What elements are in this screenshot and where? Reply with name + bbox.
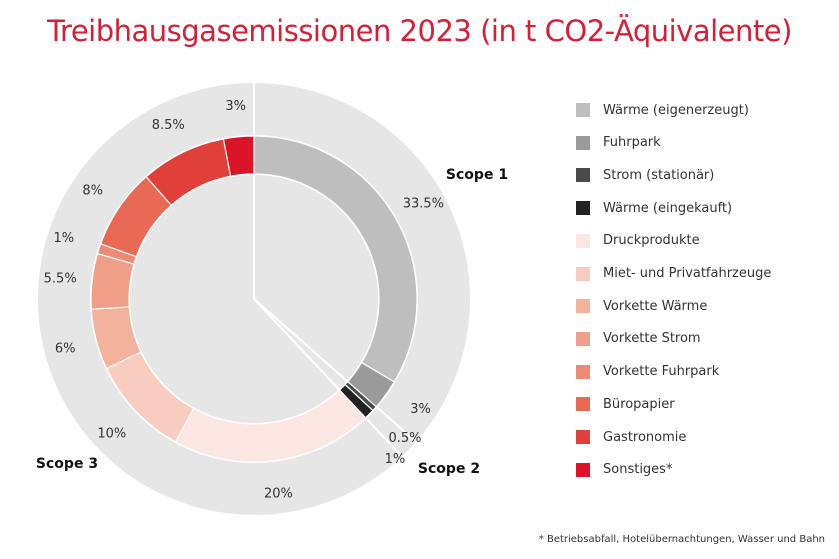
- legend-item-waerme-eingekauft: Wärme (eingekauft): [576, 198, 732, 218]
- data-label-waerme-eingekauft: 1%: [385, 452, 406, 467]
- legend-swatch: [576, 462, 590, 477]
- data-label-vorkette-waerme: 6%: [55, 341, 76, 356]
- legend-label: Strom (stationär): [603, 167, 715, 183]
- legend-item-strom-stationaer: Strom (stationär): [576, 165, 714, 185]
- scope-label-scope-1: Scope 1: [446, 167, 508, 183]
- legend-item-bueropapier: Büropapier: [576, 394, 675, 414]
- scope-label-scope-3: Scope 3: [36, 456, 98, 472]
- legend-label: Gastronomie: [603, 429, 687, 445]
- legend-item-sonstiges: Sonstiges*: [576, 460, 672, 480]
- labels-layer: 33.5% 3% 0.5% 1% 20% 10% 6% 5.5% 1% 8% 8.5% 3% Scope…: [36, 99, 508, 502]
- legend-label: Druckprodukte: [603, 233, 700, 249]
- legend-swatch: [576, 266, 590, 281]
- legend-label: Büropapier: [603, 396, 675, 412]
- legend-item-druckprodukte: Druckprodukte: [576, 231, 700, 251]
- data-label-druckprodukte: 20%: [264, 486, 293, 501]
- legend-label: Miet- und Privatfahrzeuge: [603, 266, 772, 281]
- legend-label: Vorkette Fuhrpark: [603, 364, 720, 380]
- legend-label: Vorkette Strom: [603, 331, 701, 347]
- data-label-vorkette-fuhrpark: 1%: [53, 231, 74, 246]
- legend-swatch: [576, 168, 590, 183]
- legend-swatch: [576, 364, 590, 379]
- legend-item-vorkette-waerme: Vorkette Wärme: [576, 296, 707, 316]
- legend-label: Vorkette Wärme: [603, 298, 708, 314]
- legend-swatch: [576, 201, 590, 216]
- legend-swatch: [576, 103, 590, 117]
- legend-item-miet-und-privatfahrzeuge: Miet- und Privatfahrzeuge: [576, 264, 771, 284]
- legend-swatch: [576, 331, 590, 346]
- data-label-waerme-eigenerzeugt: 33.5%: [403, 196, 444, 211]
- legend-swatch: [576, 299, 590, 314]
- slice-sonstiges: [222, 135, 255, 177]
- legend-label: Fuhrpark: [603, 135, 661, 151]
- footnote: * Betriebsabfall, Hotelübernachtungen, W…: [538, 534, 825, 545]
- chart-title: Treibhausgasemissionen 2023 (in t CO2-Äq…: [47, 14, 792, 48]
- data-label-fuhrpark: 3%: [410, 402, 431, 417]
- inner-ring-layer: [90, 135, 418, 463]
- legend-item-vorkette-fuhrpark: Vorkette Fuhrpark: [576, 362, 719, 382]
- legend-swatch: [576, 430, 590, 444]
- legend-label: Sonstiges*: [603, 462, 673, 478]
- legend-swatch: [576, 135, 590, 150]
- legend-label: Wärme (eigenerzeugt): [603, 102, 749, 118]
- legend-swatch: [576, 233, 590, 248]
- legend-swatch: [576, 397, 590, 412]
- data-label-bueropapier: 8%: [82, 183, 103, 198]
- data-label-miet-und-privatfahrzeuge: 10%: [97, 426, 126, 441]
- legend-label: Wärme (eingekauft): [603, 200, 733, 216]
- data-label-strom-stationaer: 0.5%: [388, 431, 421, 446]
- legend-item-waerme-eigenerzeugt: Wärme (eigenerzeugt): [576, 100, 749, 120]
- legend-item-fuhrpark: Fuhrpark: [576, 133, 661, 153]
- scope-label-scope-2: Scope 2: [418, 461, 480, 477]
- data-label-sonstiges: 3%: [225, 99, 246, 114]
- data-label-vorkette-strom: 5.5%: [44, 272, 77, 287]
- legend-item-gastronomie: Gastronomie: [576, 427, 686, 447]
- legend-item-vorkette-strom: Vorkette Strom: [576, 329, 701, 349]
- data-label-gastronomie: 8.5%: [152, 118, 185, 133]
